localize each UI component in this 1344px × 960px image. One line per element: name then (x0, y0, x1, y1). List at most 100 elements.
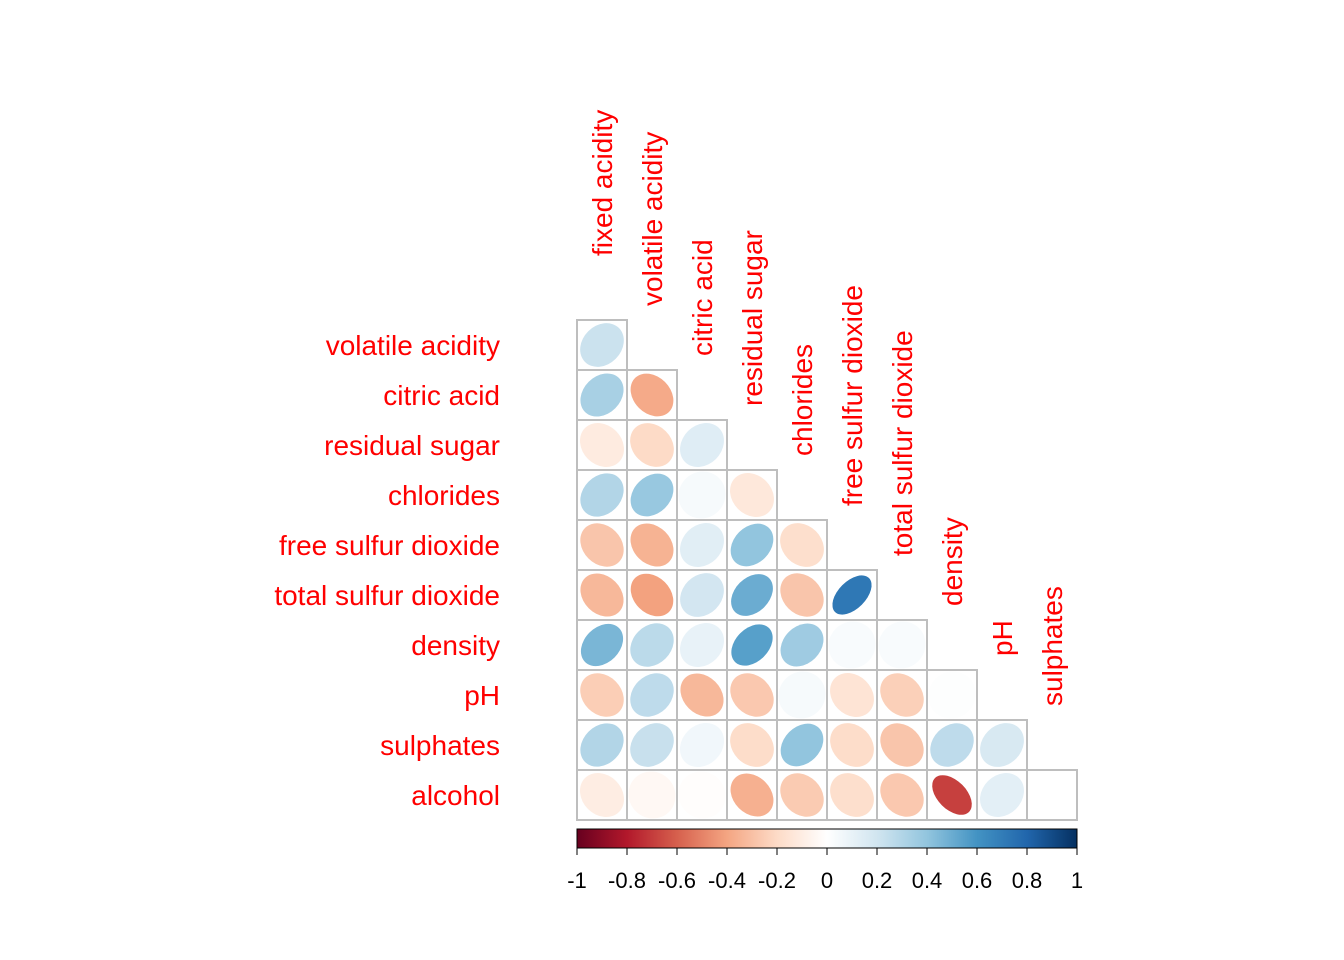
cell-alcohol-residual-sugar (726, 769, 778, 821)
cell-sulphates-citric-acid (676, 719, 728, 771)
ellipse-mark (580, 573, 624, 617)
cell-ph-free-sulfur-dioxide (826, 669, 878, 721)
row-label-alcohol: alcohol (411, 780, 500, 811)
colorbar-tick-label: 0.2 (862, 868, 893, 893)
ellipse-mark (679, 622, 725, 668)
ellipse-mark (780, 523, 824, 567)
ellipse-mark (628, 771, 676, 819)
ellipse-mark (580, 323, 624, 367)
cell-residual-sugar-fixed-acidity (576, 419, 628, 471)
ellipse-mark (780, 773, 824, 817)
cell-ph-total-sulfur-dioxide (876, 669, 928, 721)
row-label-citric-acid: citric acid (383, 380, 500, 411)
ellipse-mark (878, 621, 926, 669)
row-label-volatile-acidity: volatile acidity (326, 330, 500, 361)
cell-chlorides-residual-sugar (726, 469, 778, 521)
cell-sulphates-total-sulfur-dioxide (876, 719, 928, 771)
ellipse-mark (580, 723, 624, 767)
ellipse-mark (630, 423, 674, 467)
ellipse-mark (880, 673, 924, 717)
colorbar-tick-label: -1 (567, 868, 587, 893)
colorbar-gradient (576, 828, 1078, 849)
colorbar-tick-label: 0.6 (962, 868, 993, 893)
ellipse-mark (630, 373, 674, 417)
cell-ph-residual-sugar (726, 669, 778, 721)
colorbar-tick-label: -0.4 (708, 868, 746, 893)
ellipse-mark (630, 623, 674, 667)
cell-sulphates-volatile-acidity (626, 719, 678, 771)
cell-alcohol-chlorides (776, 769, 828, 821)
column-labels: fixed acidity volatile acidity citric acid… (587, 110, 1068, 706)
ellipse-mark (580, 473, 624, 517)
ellipse-mark (880, 773, 924, 817)
cell-ph-density (926, 669, 978, 721)
cell-chlorides-volatile-acidity (626, 469, 678, 521)
colorbar: -1 -0.8 -0.6 -0.4 -0.2 0 0.2 0.4 0.6 0.8 1 (567, 828, 1083, 893)
cell-ph-citric-acid (676, 669, 728, 721)
row-label-chlorides: chlorides (388, 480, 500, 511)
ellipse-mark (780, 623, 824, 667)
ellipse-mark (928, 671, 976, 719)
ellipse-mark (678, 771, 726, 819)
ellipse-mark (580, 673, 624, 717)
col-label-residual-sugar: residual sugar (737, 230, 768, 406)
cell-alcohol-density (926, 769, 978, 821)
row-label-ph: pH (464, 680, 500, 711)
ellipse-mark (630, 673, 674, 717)
ellipse-mark (828, 621, 876, 669)
cell-alcohol-citric-acid (676, 769, 728, 821)
colorbar-tick-label: -0.8 (608, 868, 646, 893)
cell-sulphates-free-sulfur-dioxide (826, 719, 878, 771)
ellipse-mark (630, 573, 674, 617)
cell-free-sulfur-dioxide-volatile-acidity (626, 519, 678, 571)
ellipse-mark (731, 624, 773, 666)
colorbar-tick-label: -0.6 (658, 868, 696, 893)
ellipse-mark (830, 723, 874, 767)
cell-volatile-acidity-fixed-acidity (576, 319, 628, 371)
ellipse-mark (780, 723, 824, 767)
row-label-total-sulfur-dioxide: total sulfur dioxide (274, 580, 500, 611)
ellipse-mark (680, 673, 724, 717)
ellipse-mark (731, 574, 773, 616)
ellipse-mark (630, 523, 674, 567)
cell-free-sulfur-dioxide-chlorides (776, 519, 828, 571)
ellipse-mark (980, 773, 1024, 817)
ellipse-mark (1028, 771, 1076, 819)
col-label-density: density (937, 517, 968, 606)
cell-density-fixed-acidity (576, 619, 628, 671)
cell-chlorides-fixed-acidity (576, 469, 628, 521)
row-labels: volatile acidity citric acid residual suga… (274, 330, 500, 811)
cell-chlorides-citric-acid (676, 469, 728, 521)
cell-alcohol-total-sulfur-dioxide (876, 769, 928, 821)
ellipse-mark (680, 573, 724, 617)
ellipse-mark (680, 423, 724, 467)
cell-density-citric-acid (676, 619, 728, 671)
col-label-total-sulfur-dioxide: total sulfur dioxide (887, 330, 918, 556)
cell-total-sulfur-dioxide-fixed-acidity (576, 569, 628, 621)
ellipse-mark (678, 471, 726, 519)
cell-residual-sugar-citric-acid (676, 419, 728, 471)
cell-density-volatile-acidity (626, 619, 678, 671)
cell-total-sulfur-dioxide-volatile-acidity (626, 569, 678, 621)
row-label-sulphates: sulphates (380, 730, 500, 761)
ellipse-mark (932, 775, 972, 815)
ellipse-mark (832, 575, 872, 615)
cell-residual-sugar-volatile-acidity (626, 419, 678, 471)
ellipse-mark (730, 473, 774, 517)
cell-sulphates-chlorides (776, 719, 828, 771)
ellipse-mark (680, 523, 724, 567)
ellipse-mark (580, 523, 624, 567)
col-label-volatile-acidity: volatile acidity (637, 132, 668, 306)
ellipse-mark (580, 623, 624, 667)
cell-free-sulfur-dioxide-residual-sugar (726, 519, 778, 571)
ellipse-mark (880, 723, 924, 767)
col-label-sulphates: sulphates (1037, 586, 1068, 706)
cell-total-sulfur-dioxide-citric-acid (676, 569, 728, 621)
cell-sulphates-density (926, 719, 978, 771)
colorbar-tick-label: 0.8 (1012, 868, 1043, 893)
ellipse-mark (730, 723, 774, 767)
ellipse-mark (780, 573, 824, 617)
cell-ph-fixed-acidity (576, 669, 628, 721)
cell-free-sulfur-dioxide-citric-acid (676, 519, 728, 571)
